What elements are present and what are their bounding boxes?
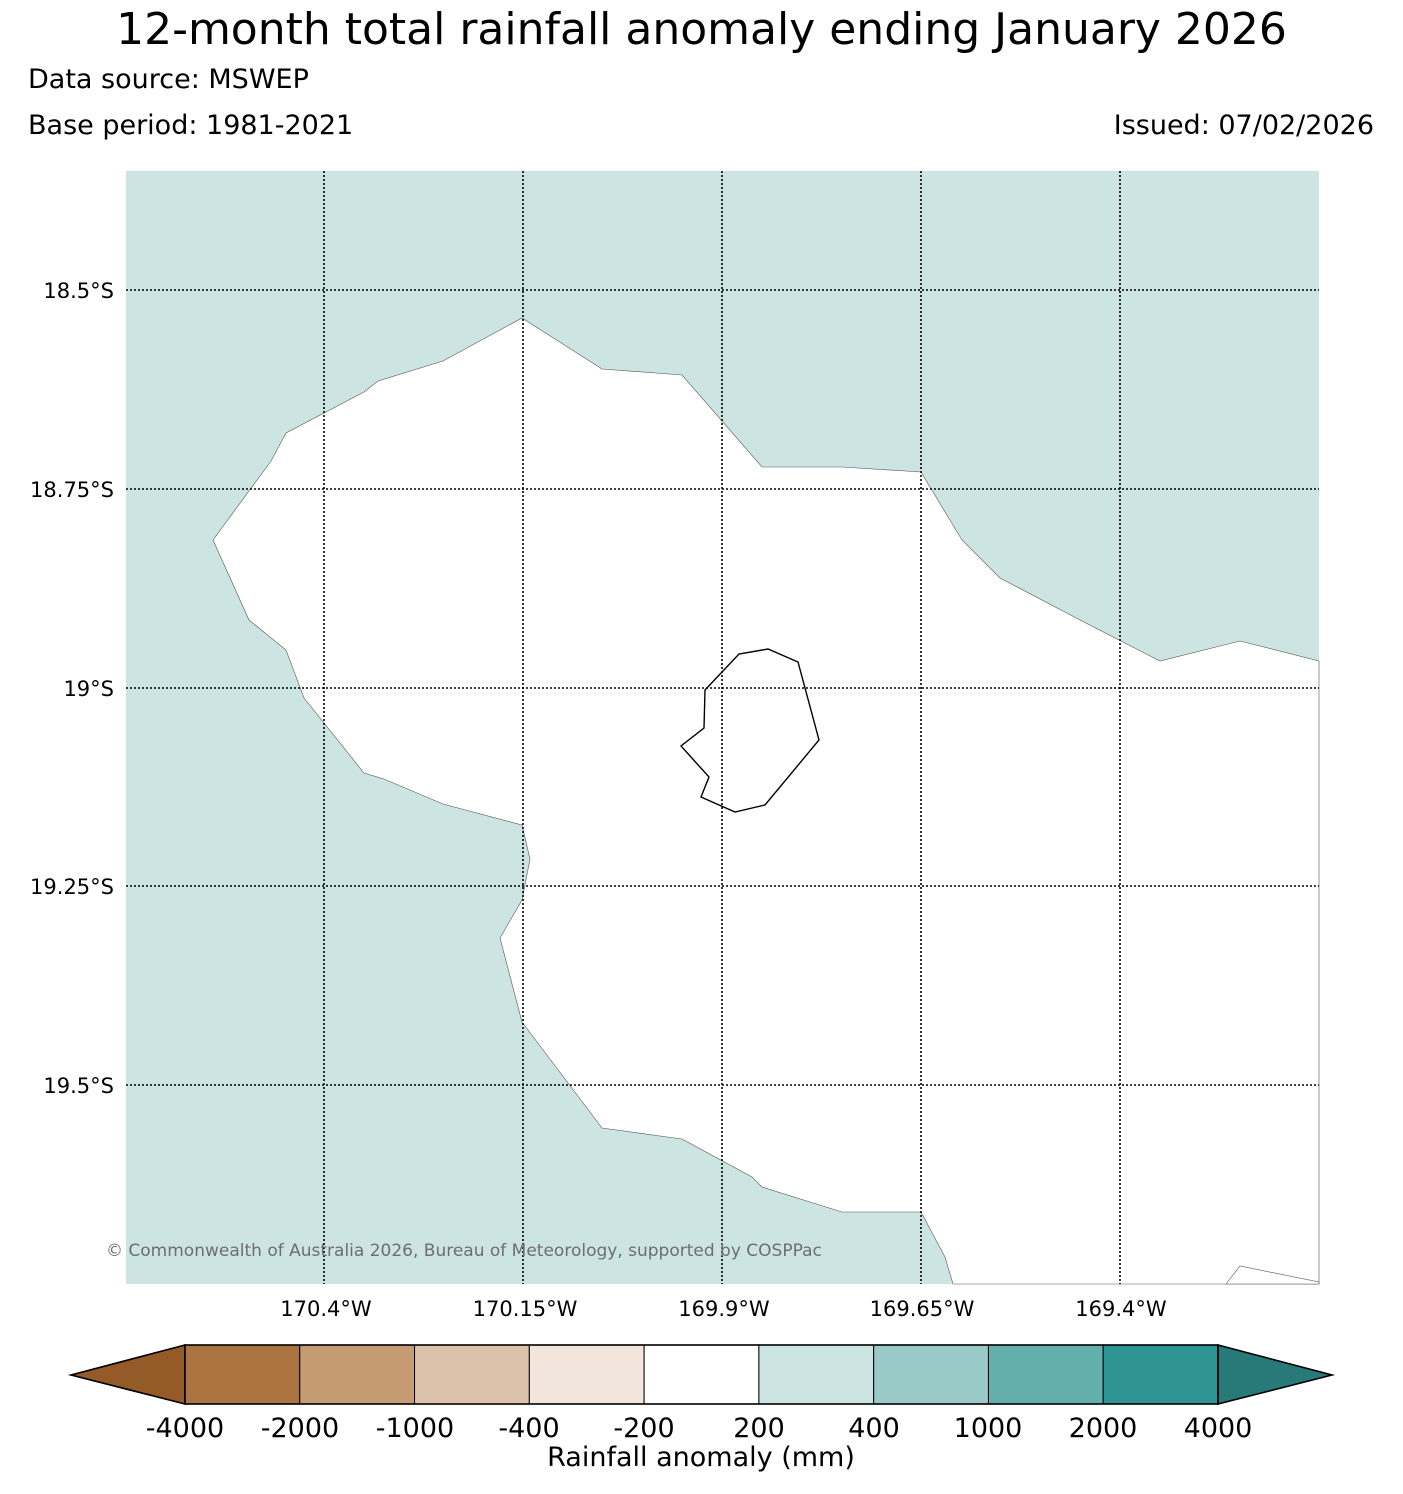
cb-tick-label: -1000	[376, 1413, 454, 1444]
base-period-label: Base period: 1981-2021	[28, 110, 354, 141]
map-title: 12-month total rainfall anomaly ending J…	[116, 4, 1287, 55]
colorbar: -4000 -2000 -1000 -400 -200 200 400 1000…	[67, 1343, 1336, 1473]
lon-label-169-4: 169.4°W	[1075, 1297, 1167, 1321]
issued-date-label: Issued: 07/02/2026	[1113, 110, 1374, 141]
lat-label-19-25: 19.25°S	[30, 875, 114, 899]
colorbar-frame	[184, 1344, 1219, 1405]
lon-label-170-4: 170.4°W	[280, 1297, 372, 1321]
colorbar-over-arrow	[1217, 1343, 1336, 1406]
cb-tick-label: -400	[498, 1413, 559, 1444]
colorbar-bin	[184, 1344, 301, 1405]
lat-label-18-75: 18.75°S	[30, 478, 114, 502]
cb-tick-label: 200	[733, 1413, 785, 1444]
lat-label-19-5: 19.5°S	[43, 1074, 114, 1098]
lat-label-19: 19°S	[63, 677, 114, 701]
colorbar-bin	[643, 1344, 760, 1405]
island-coastline	[679, 648, 820, 813]
longitude-labels: 170.4°W 170.15°W 169.9°W 169.65°W 169.4°…	[280, 1297, 1167, 1321]
cb-tick-label: 2000	[1069, 1413, 1138, 1444]
lon-label-169-9: 169.9°W	[678, 1297, 770, 1321]
cb-tick-label: -200	[613, 1413, 674, 1444]
cb-tick-label: 1000	[954, 1413, 1023, 1444]
cb-tick-label: -4000	[146, 1413, 224, 1444]
copyright-notice: © Commonwealth of Australia 2026, Bureau…	[106, 1241, 822, 1261]
colorbar-tick-labels: -4000 -2000 -1000 -400 -200 200 400 1000…	[146, 1413, 1253, 1444]
colorbar-under-arrow	[67, 1343, 186, 1406]
colorbar-bin	[528, 1344, 645, 1405]
cb-tick-label: 4000	[1184, 1413, 1253, 1444]
colorbar-bin	[1102, 1344, 1219, 1405]
lat-label-18-5: 18.5°S	[43, 279, 114, 303]
colorbar-bin	[414, 1344, 530, 1405]
lon-label-169-65: 169.65°W	[870, 1297, 975, 1321]
colorbar-bin	[987, 1344, 1104, 1405]
cb-tick-label: 400	[848, 1413, 900, 1444]
colorbar-bin	[758, 1344, 875, 1405]
lon-label-170-15: 170.15°W	[473, 1297, 578, 1321]
cb-tick-label: -2000	[261, 1413, 339, 1444]
colorbar-bin	[873, 1344, 989, 1405]
latitude-labels: 18.5°S 18.75°S 19°S 19.25°S 19.5°S	[30, 279, 114, 1098]
colorbar-bins	[184, 1344, 1219, 1405]
data-source-label: Data source: MSWEP	[28, 64, 309, 95]
neutral-anomaly-region	[212, 317, 1320, 1285]
neutral-anomaly-fragment	[1225, 1265, 1320, 1285]
colorbar-bin	[299, 1344, 416, 1405]
longitude-gridlines	[323, 171, 1121, 1284]
colorbar-title: Rainfall anomaly (mm)	[547, 1442, 855, 1473]
